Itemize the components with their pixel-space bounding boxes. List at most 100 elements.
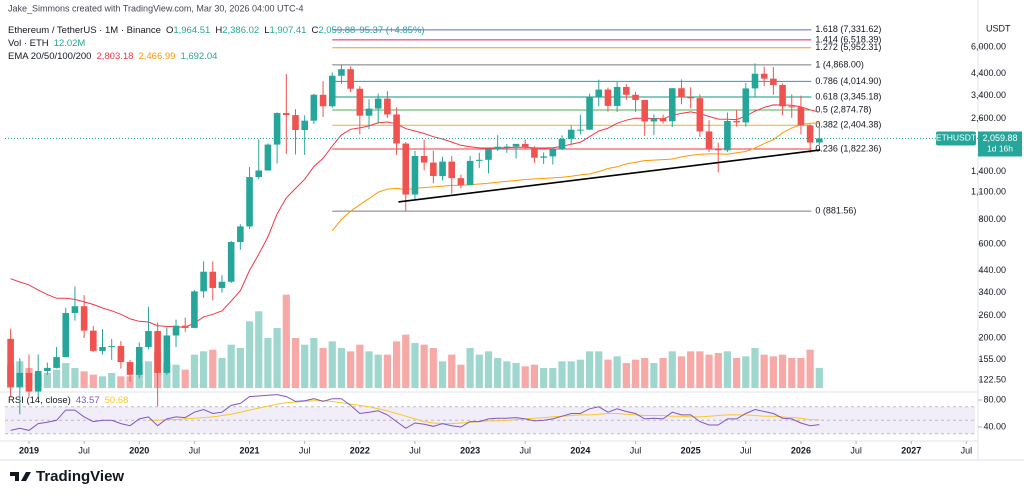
candle-body [99,347,106,351]
volume-bar [466,348,474,388]
x-tick-label: 2020 [129,445,149,455]
volume-bar [199,351,208,388]
volume-bar [631,359,640,388]
candle-body [16,372,24,387]
volume-bar [760,354,768,388]
volume-bar [521,366,529,388]
rsi-line [10,394,820,431]
fib-label: 0.382 (2,404.38) [815,120,881,130]
volume-bar [328,341,336,388]
candle-body [816,138,823,143]
volume-legend: Vol · ETH 12.02M [8,38,85,49]
candle-body [558,138,566,150]
y-tick-label: 3,400.00 [971,90,1006,100]
volume-bar [429,348,437,388]
volume-bar [383,354,391,388]
candle-body [448,161,456,179]
volume-bar [218,358,226,388]
y-tick-label: 600.00 [978,238,1006,248]
x-tick-label: 2023 [460,445,480,455]
candle-body [44,367,51,372]
volume-bar [484,351,493,388]
volume-bar [392,341,401,388]
trendline [398,149,821,203]
candle-body [797,107,805,126]
candle-body [319,94,327,107]
fib-label: 0.618 (3,345.18) [815,91,881,101]
volume-bar [530,364,539,388]
volume-bar [108,373,116,388]
volume-bar [374,354,382,388]
x-tick-label: Jul [630,445,642,455]
volume-bar [402,334,410,388]
candle-body [227,242,235,282]
candle-body [586,97,593,130]
ohlc-value: 1,907.41 [269,25,306,36]
candle-body [705,131,713,149]
volume-bar [742,356,750,388]
volume-bar [806,349,814,388]
y-tick-label: 4,400.00 [971,68,1006,78]
volume-bar [475,354,483,388]
volume-bar [512,363,520,388]
candle-body [154,331,161,373]
fib-label: 0 (881.56) [815,205,856,215]
candle-body [430,162,437,177]
candle-body [402,143,410,195]
ohlc-key: H [215,25,222,36]
price-tag-symbol-box [936,131,976,146]
volume-bar [319,348,327,388]
x-tick-label: 2027 [901,445,921,455]
candle-body [714,148,722,151]
y-tick-label: 1,100.00 [971,187,1006,197]
candle-body [384,98,391,115]
y-tick-label: 260.00 [978,310,1006,320]
candle-body [347,69,354,89]
candle-body [751,73,759,89]
credit: Jake_Simmons created with TradingView.co… [8,3,303,13]
candle-body [292,115,299,131]
volume-label: Vol · ETH [8,38,49,49]
candle-body [163,335,171,373]
candle-body [374,98,382,109]
candle-body [246,177,253,227]
volume-bar [540,368,548,388]
volume-bar [448,354,456,388]
volume-bar [558,361,566,388]
volume-bar [668,351,676,388]
volume-bar [80,371,88,388]
x-tick-label: Jul [740,445,752,455]
volume-bar [438,361,447,388]
candle-body [108,346,115,348]
fib-label: 1.414 (6,518.39) [815,34,881,44]
volume-bar [71,368,79,388]
candle-body [466,160,474,185]
volume-bar [144,361,153,388]
volume-bar [301,344,309,388]
x-tick-label: 2021 [240,445,260,455]
candle-body [420,155,428,163]
currency: USDT [986,23,1011,33]
fib-label: 1.272 (5,952.31) [815,42,881,52]
volume-bar [365,351,373,388]
y-tick-label: 340.00 [978,287,1006,297]
candle-body [604,89,612,106]
volume-bar [337,348,346,388]
volume-bar [769,356,777,388]
volume-bar [163,363,171,388]
volume-bar [549,368,557,388]
fib-label: 1 (4,868.00) [815,59,864,69]
y-tick-label: 440.00 [978,265,1006,275]
candle-body [632,94,639,100]
volume-bar [420,344,428,388]
candle-body [181,325,189,328]
volume-bar [98,376,107,388]
ohlc-key: C [311,25,318,36]
candle-body [53,357,60,368]
candle-body [338,69,345,76]
y-tick-label: 155.00 [978,354,1006,364]
volume-bar [503,361,511,388]
volume-bar [190,354,199,388]
x-tick-label: Jul [409,445,421,455]
rsi-legend: RSI (14, close) 43.57 50.68 [8,395,128,406]
